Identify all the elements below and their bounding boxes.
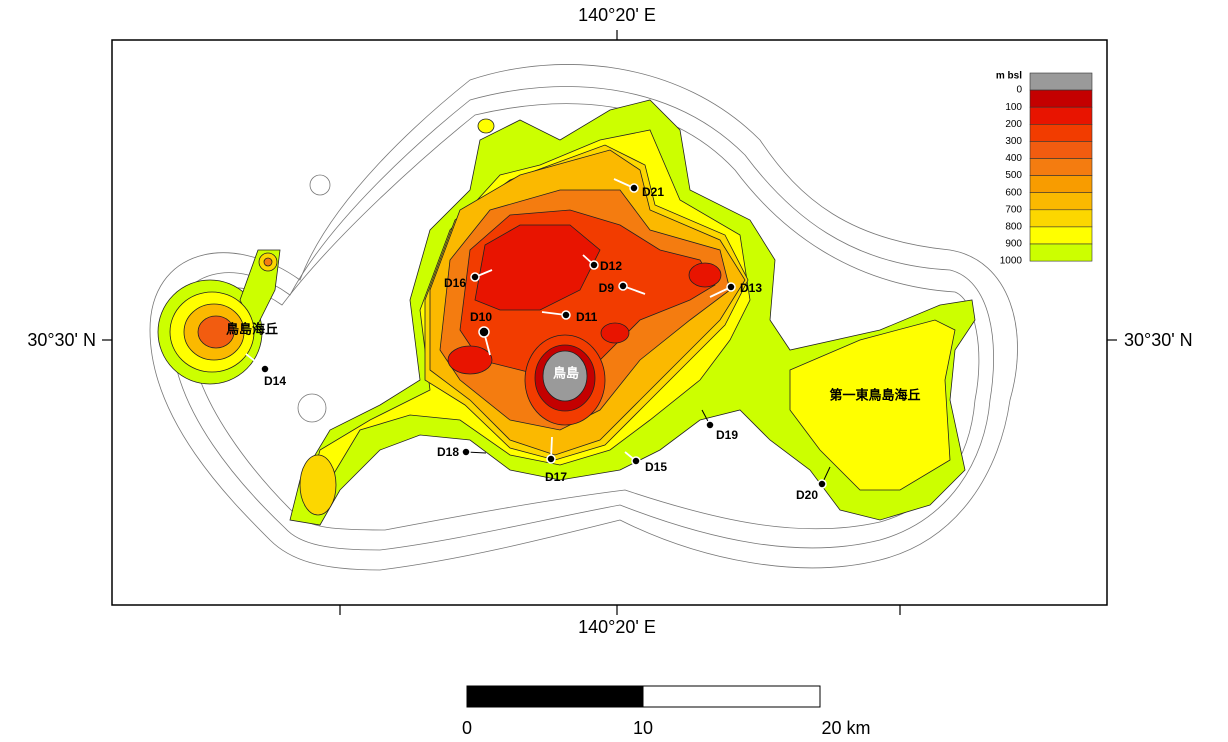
legend-label: 300	[1005, 136, 1022, 147]
legend-label: 500	[1005, 170, 1022, 181]
station-label: D19	[716, 428, 738, 442]
station-label: D18	[437, 445, 459, 459]
station-label: D20	[796, 488, 818, 502]
depth-layer	[689, 263, 721, 287]
legend-label: 400	[1005, 153, 1022, 164]
longitude-label: 140°20' E	[578, 617, 656, 637]
depth-layer	[264, 258, 272, 266]
place-name: 鳥島海丘	[226, 321, 278, 336]
scale-label: 10	[633, 718, 653, 738]
scale-bar: 0 10 20 km	[462, 686, 871, 738]
legend-swatch	[1030, 227, 1092, 244]
legend-swatch	[1030, 107, 1092, 124]
scale-label: 0	[462, 718, 472, 738]
legend-label: 600	[1005, 187, 1022, 198]
station-label: D21	[642, 185, 664, 199]
station-label: D10	[470, 310, 492, 324]
station-label: D17	[545, 470, 567, 484]
legend-label: 900	[1005, 239, 1022, 250]
legend-title: m bsl	[996, 71, 1022, 82]
legend-label: 1000	[1000, 256, 1023, 267]
station-label: D15	[645, 460, 667, 474]
legend-label: 800	[1005, 222, 1022, 233]
legend-swatch	[1030, 193, 1092, 210]
station-label: D13	[740, 281, 762, 295]
depth-layer	[478, 119, 494, 133]
legend-swatch	[1030, 124, 1092, 141]
legend-swatch	[1030, 141, 1092, 158]
latitude-label: 30°30' N	[27, 330, 96, 350]
legend-swatch	[1030, 159, 1092, 176]
station-label: D14	[264, 374, 286, 388]
depth-layer	[300, 455, 336, 515]
legend-label: 700	[1005, 204, 1022, 215]
legend-swatch	[1030, 210, 1092, 227]
legend-swatch	[1030, 176, 1092, 193]
place-name: 第一東鳥島海丘	[829, 387, 920, 402]
legend-label: 100	[1005, 102, 1022, 113]
station-label: D11	[576, 310, 598, 324]
station-label: D16	[444, 276, 466, 290]
depth-layer	[448, 346, 492, 374]
latitude-label: 30°30' N	[1124, 330, 1193, 350]
station-label: D9	[599, 281, 615, 295]
station-label: D12	[600, 259, 622, 273]
depth-layer	[601, 323, 629, 343]
legend: m bsl 0 100 200 300 400 500 600 700 800 900 1000	[996, 71, 1092, 267]
legend-label: 0	[1016, 85, 1022, 96]
legend-swatch	[1030, 244, 1092, 261]
legend-swatch	[1030, 90, 1092, 107]
map: 140°20' E 140°20' E 30°30' N 30°30' N 鳥島…	[0, 0, 1228, 742]
legend-label: 200	[1005, 119, 1022, 130]
legend-swatch	[1030, 73, 1092, 90]
longitude-label: 140°20' E	[578, 5, 656, 25]
place-name: 鳥島	[553, 365, 579, 380]
scale-label: 20 km	[821, 718, 870, 738]
